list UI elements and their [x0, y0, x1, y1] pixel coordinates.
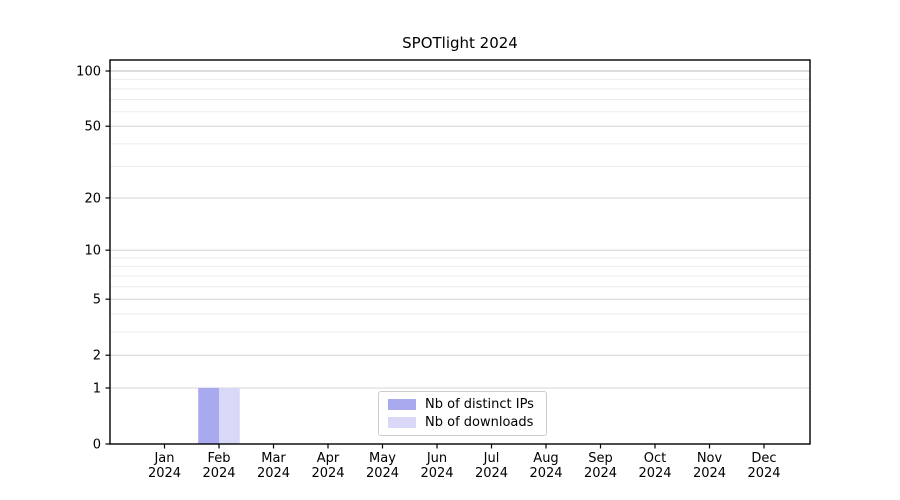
y-tick-label: 2: [93, 349, 101, 364]
x-tick-label: Sep 2024: [584, 451, 617, 481]
x-tick-label: Feb 2024: [202, 451, 235, 481]
chart-title: SPOTlight 2024: [402, 34, 518, 52]
x-tick-label: Aug 2024: [529, 451, 562, 481]
x-tick-label: Nov 2024: [693, 451, 726, 481]
axis-frame: [109, 59, 811, 445]
legend-label-downloads: Nb of downloads: [425, 414, 534, 430]
legend-label-distinct-ips: Nb of distinct IPs: [425, 397, 534, 413]
x-tick-label: Jun 2024: [420, 451, 453, 481]
x-tick-label: Apr 2024: [311, 451, 344, 481]
legend-swatch-downloads: [388, 416, 416, 428]
x-tick-label: Mar 2024: [257, 451, 290, 481]
legend-swatch-distinct-ips: [388, 399, 416, 411]
bar: [198, 387, 219, 444]
y-tick-label: 50: [84, 120, 101, 135]
legend-entry-downloads: Nb of downloads: [388, 414, 537, 431]
y-tick-label: 5: [93, 293, 101, 308]
x-tick-label: Jul 2024: [475, 451, 508, 481]
x-tick-label: Jan 2024: [148, 451, 181, 481]
y-tick-label: 10: [84, 244, 101, 259]
bar: [219, 387, 240, 444]
y-tick-label: 0: [93, 438, 101, 453]
y-tick-label: 1: [93, 381, 101, 396]
x-tick-label: Oct 2024: [638, 451, 671, 481]
legend: Nb of distinct IPs Nb of downloads: [378, 391, 547, 436]
y-tick-label: 20: [84, 191, 101, 206]
y-tick-label: 100: [76, 65, 101, 80]
x-tick-label: Dec 2024: [747, 451, 780, 481]
legend-entry-distinct-ips: Nb of distinct IPs: [388, 396, 537, 413]
x-tick-label: May 2024: [366, 451, 399, 481]
